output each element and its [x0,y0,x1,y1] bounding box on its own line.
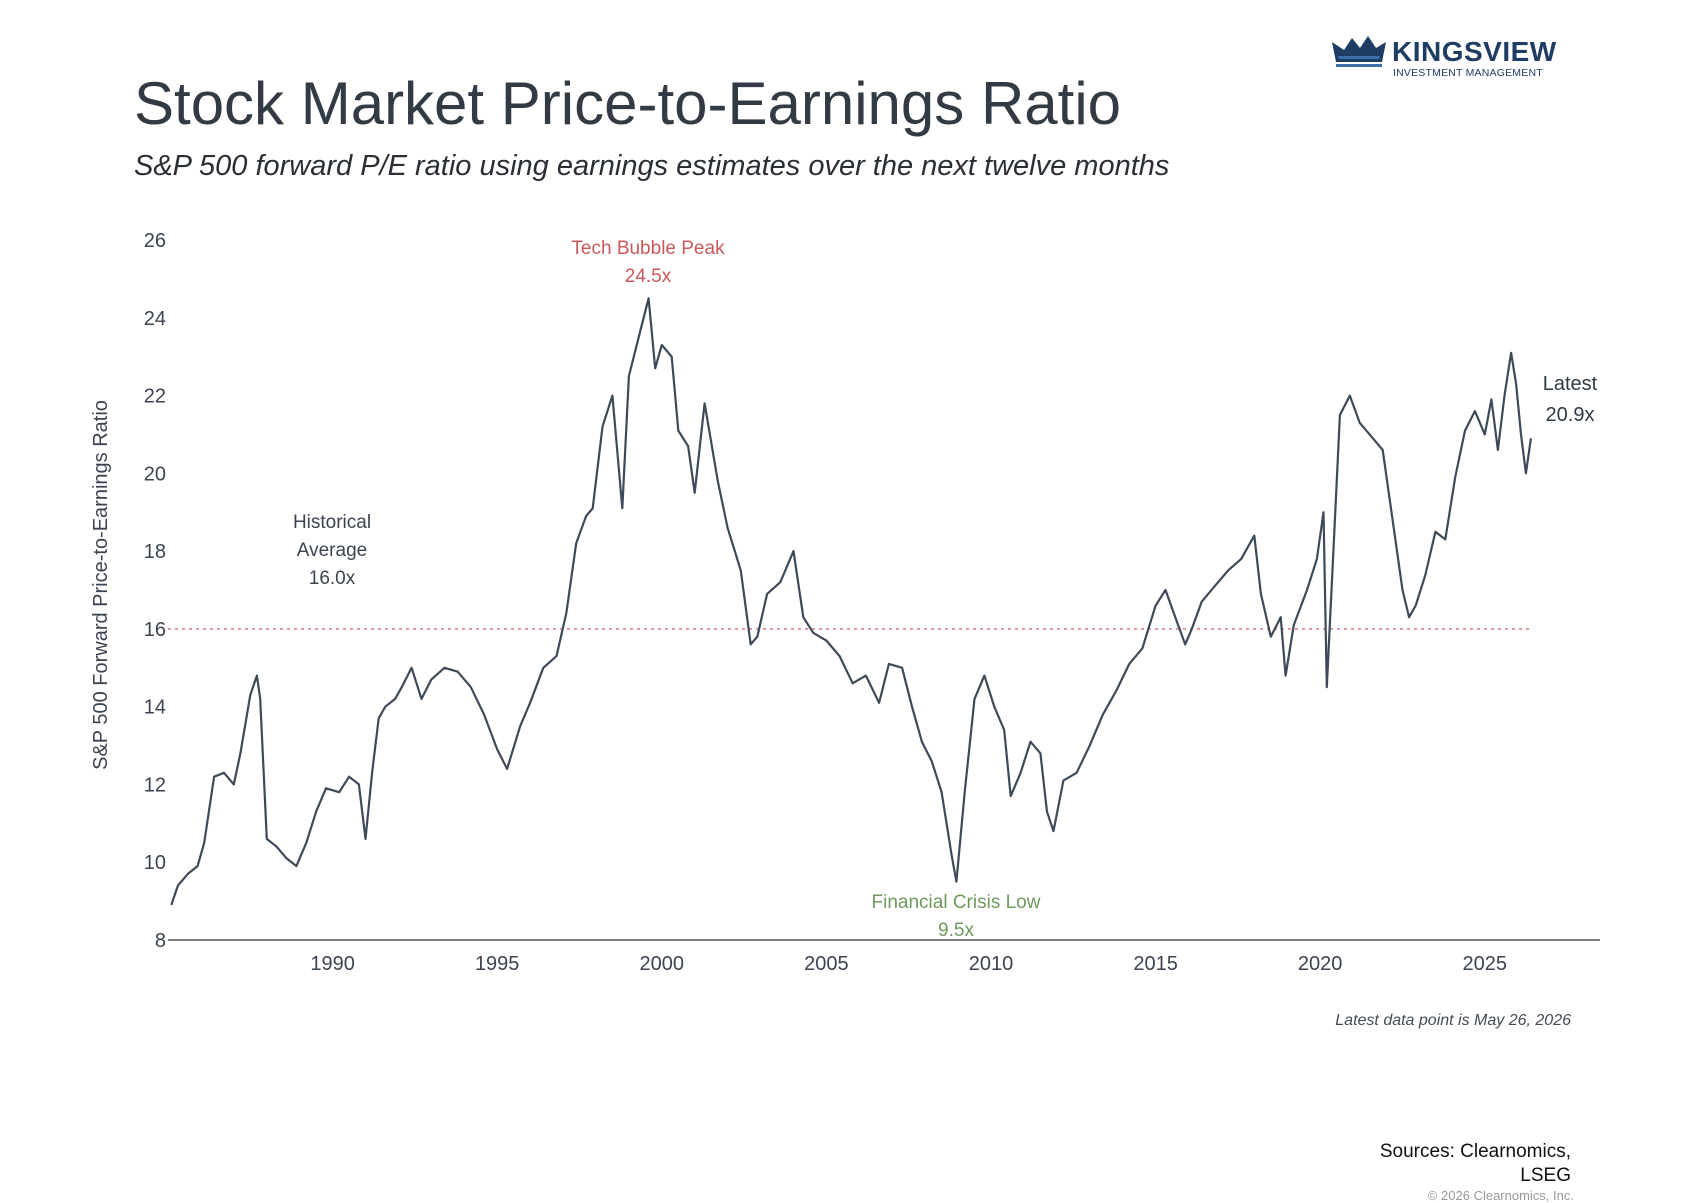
y-tick-label: 14 [144,697,166,719]
x-tick-label: 2025 [1463,953,1508,975]
x-tick-label: 2005 [804,953,849,975]
latest-label: Latest [1543,373,1598,395]
average-label-value: 16.0x [309,568,356,589]
pe-ratio-chart: S&P 500 Forward Price-to-Earnings Ratio … [90,230,1600,975]
financial-crisis-low-label: Financial Crisis Low [872,892,1041,913]
latest-data-note: Latest data point is May 26, 2026 [1335,1012,1571,1029]
logo-tagline: INVESTMENT MANAGEMENT [1393,67,1543,79]
x-tick-label: 2020 [1298,953,1343,975]
chart-title: Stock Market Price-to-Earnings Ratio [134,70,1122,137]
y-tick-label: 8 [155,930,166,952]
x-tick-label: 1990 [310,953,355,975]
x-tick-label: 2010 [969,953,1014,975]
y-tick-label: 12 [144,774,166,796]
y-tick-label: 20 [144,463,166,485]
tech-bubble-peak-value: 24.5x [625,266,672,287]
y-tick-label: 16 [144,619,166,641]
x-tick-label: 1995 [475,953,520,975]
average-label-line1: Historical [293,512,371,533]
y-tick-label: 18 [144,541,166,563]
x-tick-label: 2015 [1133,953,1178,975]
copyright: © 2026 Clearnomics, Inc. [1427,1188,1574,1203]
chart-subtitle: S&P 500 forward P/E ratio using earnings… [134,150,1170,182]
y-tick-label: 22 [144,386,166,408]
sources-line-2: LSEG [1520,1165,1571,1186]
y-axis-label: S&P 500 Forward Price-to-Earnings Ratio [90,400,112,770]
sources: Sources: Clearnomics, LSEG [1311,1140,1571,1188]
pe-ratio-series-line [170,297,1532,906]
crown-icon [1332,36,1386,67]
y-tick-label: 10 [144,852,166,874]
y-tick-label: 26 [144,230,166,252]
y-tick-label: 24 [144,308,166,330]
financial-crisis-low-value: 9.5x [938,920,974,941]
latest-value: 20.9x [1546,404,1595,426]
logo-wordmark: KINGSVIEW [1392,36,1557,67]
tech-bubble-peak-label: Tech Bubble Peak [571,238,725,259]
sources-line-1: Sources: Clearnomics, [1379,1141,1571,1162]
average-label-line2: Average [297,540,367,561]
kingsview-logo: KINGSVIEW INVESTMENT MANAGEMENT [1330,30,1560,82]
x-tick-label: 2000 [640,953,685,975]
